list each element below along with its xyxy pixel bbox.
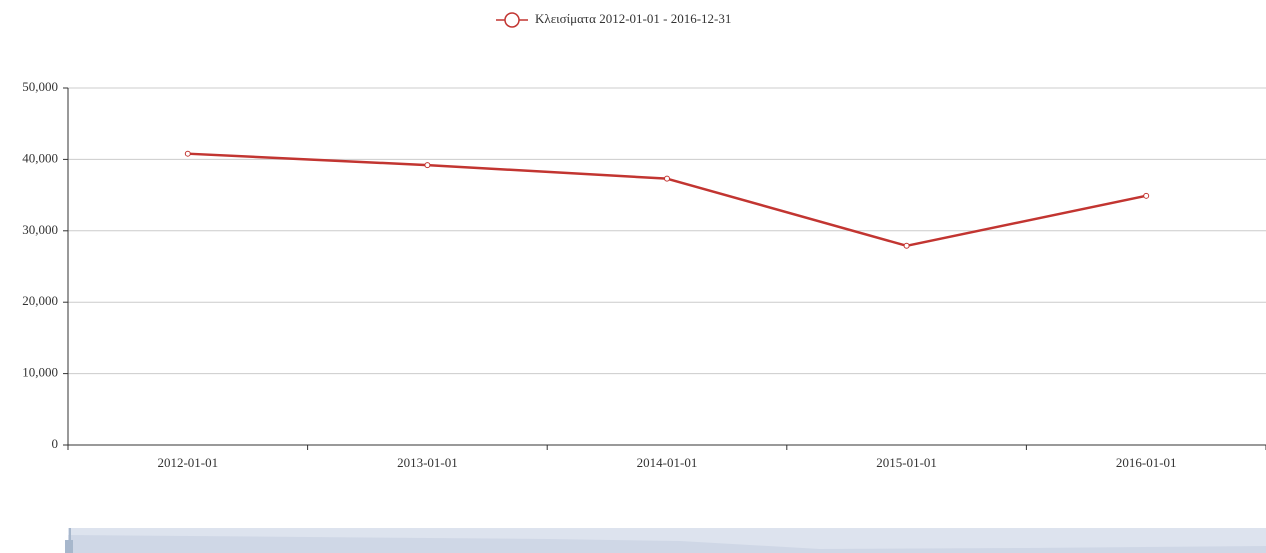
legend[interactable]: Κλεισίματα 2012-01-01 - 2016-12-31 <box>496 11 731 28</box>
zoom-shadow <box>68 535 1266 553</box>
legend-symbol <box>504 12 520 28</box>
data-zoom[interactable] <box>65 528 1266 553</box>
point <box>184 150 191 157</box>
y-tick-label: 40,000 <box>22 150 58 165</box>
y-tick-label: 20,000 <box>22 293 58 308</box>
x-tick-label: 2014-01-01 <box>637 455 698 470</box>
y-tick-label: 30,000 <box>22 222 58 237</box>
x-tick-label: 2016-01-01 <box>1116 455 1177 470</box>
y-tick-label: 50,000 <box>22 79 58 94</box>
point <box>1143 192 1150 199</box>
point <box>424 162 431 169</box>
series-line <box>187 152 1147 248</box>
y-tick-label: 10,000 <box>22 365 58 380</box>
zoom-handle[interactable] <box>65 540 73 553</box>
x-tick-label: 2012-01-01 <box>157 455 218 470</box>
x-tick-label: 2015-01-01 <box>876 455 937 470</box>
point <box>903 242 910 249</box>
legend-label: Κλεισίματα 2012-01-01 - 2016-12-31 <box>535 11 731 26</box>
x-tick-label: 2013-01-01 <box>397 455 458 470</box>
point <box>664 175 670 182</box>
y-tick-label: 0 <box>52 436 59 451</box>
